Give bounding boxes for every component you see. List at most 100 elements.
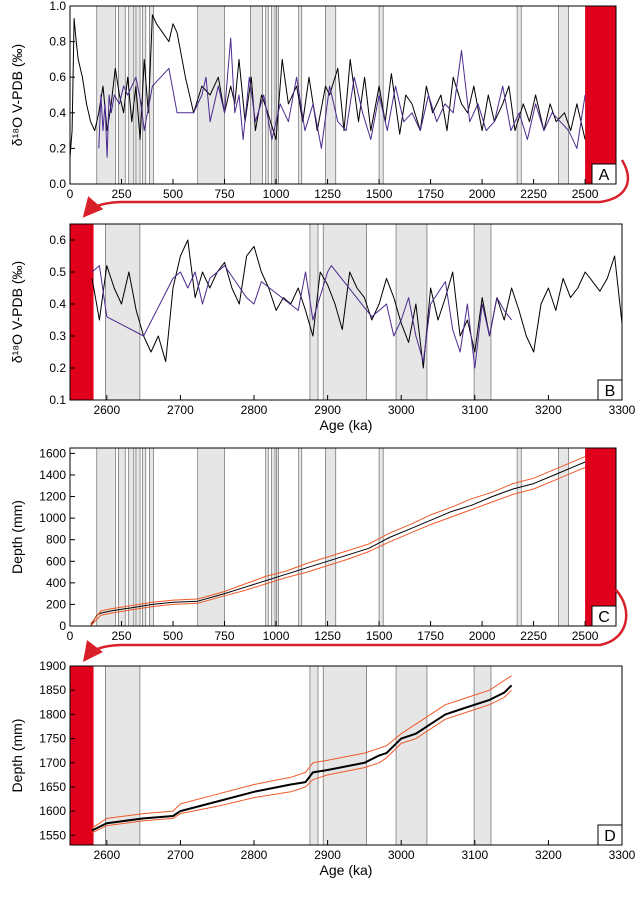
y-tick-label: 1550 — [39, 828, 66, 842]
panel-label: C — [598, 609, 610, 626]
series-line-2 — [98, 37, 586, 158]
panel-A: 0 250 500 750 1000 1250 1500 1750 2000 2250 2500 0.… — [9, 0, 617, 201]
y-tick-label: 1400 — [39, 468, 66, 482]
series-line-1 — [91, 684, 513, 832]
panel-label: A — [599, 167, 610, 184]
series-line-2 — [90, 456, 586, 625]
grey-band — [325, 5, 337, 185]
x-tick-label: 3300 — [609, 403, 636, 417]
x-tick-label: 2250 — [520, 187, 547, 201]
y-tick-label: 1200 — [39, 490, 66, 504]
y-tick-label: 1.0 — [49, 0, 66, 13]
x-tick-label: 0 — [67, 629, 74, 643]
grey-band — [128, 447, 135, 627]
x-tick-label: 2700 — [167, 403, 194, 417]
series-line-1 — [90, 461, 586, 627]
connector-arrow-c-d — [82, 589, 628, 662]
grey-band — [516, 447, 522, 627]
x-tick-label: 2500 — [572, 629, 599, 643]
y-axis-label: δ¹⁸O V-PDB (‰) — [9, 261, 25, 363]
y-tick-label: 0.6 — [49, 70, 66, 84]
x-tick-label: 1250 — [314, 187, 341, 201]
series-line-1 — [91, 239, 623, 369]
x-tick-label: 3100 — [461, 403, 488, 417]
series-line-3 — [91, 689, 512, 834]
y-tick-label: 0.5 — [49, 265, 66, 279]
x-tick-label: 3100 — [461, 848, 488, 862]
grey-band — [265, 5, 269, 185]
panel-label: D — [604, 828, 616, 845]
x-tick-label: 250 — [111, 629, 131, 643]
x-tick-label: 3000 — [388, 848, 415, 862]
grey-band — [118, 447, 126, 627]
series-line-2 — [91, 265, 512, 369]
y-tick-label: 0 — [59, 619, 66, 633]
x-tick-label: 750 — [215, 187, 235, 201]
x-tick-label: 2000 — [469, 187, 496, 201]
plot-frame — [69, 447, 617, 627]
y-tick-label: 0.3 — [49, 329, 66, 343]
x-tick-label: 1750 — [417, 629, 444, 643]
x-tick-label: 1000 — [263, 187, 290, 201]
panel-label: B — [605, 383, 616, 400]
panel-label-box — [591, 163, 617, 185]
x-tick-label: 2900 — [314, 403, 341, 417]
connector-arrow-a-b — [82, 159, 630, 218]
grey-band — [265, 447, 269, 627]
x-tick-label: 2600 — [93, 848, 120, 862]
grey-band — [276, 447, 279, 627]
red-band — [585, 6, 616, 184]
y-tick-label: 400 — [46, 576, 66, 590]
y-axis-label: δ¹⁸O V-PDB (‰) — [9, 44, 25, 146]
x-tick-label: 0 — [67, 187, 74, 201]
x-tick-label: 2900 — [314, 848, 341, 862]
grey-band — [142, 447, 147, 627]
panel-B: 2600 2700 2800 2900 3000 3100 3200 3300 0.1 0.2 0.… — [9, 223, 636, 433]
grey-band — [149, 447, 154, 627]
x-tick-label: 500 — [163, 187, 183, 201]
grey-band — [325, 447, 337, 627]
x-tick-label: 1250 — [314, 629, 341, 643]
y-tick-label: 1000 — [39, 511, 66, 525]
red-band — [585, 448, 616, 626]
panel-C: 0 250 500 750 1000 1250 1500 1750 2000 2250 2500 0 2… — [9, 446, 617, 643]
grey-band — [473, 223, 492, 401]
x-tick-label: 1500 — [366, 187, 393, 201]
grey-band — [309, 223, 319, 401]
panel-label-box — [591, 605, 617, 627]
y-tick-label: 0.6 — [49, 233, 66, 247]
y-tick-label: 0.4 — [49, 106, 66, 120]
x-tick-label: 2600 — [93, 403, 120, 417]
y-tick-label: 1900 — [39, 659, 66, 673]
series-line-3 — [90, 466, 586, 627]
y-tick-label: 0.1 — [49, 393, 66, 407]
panel-label-box — [597, 379, 623, 401]
x-tick-label: 2800 — [241, 403, 268, 417]
grey-band — [276, 5, 279, 185]
y-tick-label: 1750 — [39, 732, 66, 746]
series-line-2 — [91, 675, 512, 829]
y-tick-label: 1600 — [39, 446, 66, 460]
x-tick-label: 1500 — [366, 629, 393, 643]
panel-D: 2600 2700 2800 2900 3000 3100 3200 3300 1550 1600… — [9, 659, 636, 878]
y-tick-label: 1600 — [39, 804, 66, 818]
x-tick-label: 3300 — [609, 848, 636, 862]
grey-band — [271, 447, 276, 627]
grey-band — [142, 5, 147, 185]
x-tick-label: 2250 — [520, 629, 547, 643]
y-tick-label: 1700 — [39, 756, 66, 770]
x-tick-label: 500 — [163, 629, 183, 643]
x-tick-label: 1750 — [417, 187, 444, 201]
y-tick-label: 0.8 — [49, 35, 66, 49]
x-tick-label: 2700 — [167, 848, 194, 862]
x-axis-label: Age (ka) — [320, 862, 373, 878]
y-axis-label: Depth (mm) — [9, 500, 25, 574]
x-tick-label: 2800 — [241, 848, 268, 862]
x-tick-label: 250 — [111, 187, 131, 201]
plot-frame — [69, 665, 623, 846]
grey-band — [105, 223, 141, 401]
x-tick-label: 750 — [215, 629, 235, 643]
grey-band — [298, 447, 303, 627]
y-tick-label: 1650 — [39, 780, 66, 794]
